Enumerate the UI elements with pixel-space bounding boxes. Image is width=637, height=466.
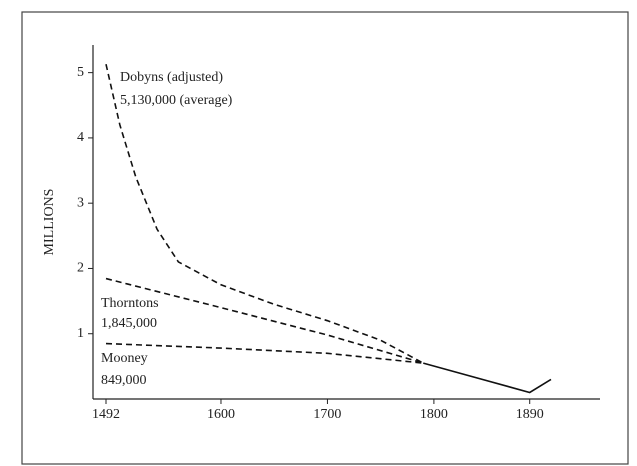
line: [423, 362, 552, 394]
annotation: Thorntons: [101, 296, 159, 311]
x-tick-label: 1700: [313, 407, 341, 422]
y-axis-label: MILLIONS: [42, 189, 57, 256]
y-tick-label: 1: [77, 326, 84, 341]
y-tick-label: 5: [77, 65, 84, 80]
line: [105, 63, 424, 364]
annotation: 5,130,000 (average): [120, 93, 233, 108]
y-tick-label: 2: [77, 261, 84, 276]
y-tick-label: 3: [77, 195, 84, 210]
x-tick-label: 1600: [207, 407, 235, 422]
x-tick-label: 1800: [420, 407, 448, 422]
x-tick-label: 1492: [92, 407, 120, 422]
annotation: 849,000: [101, 373, 147, 388]
y-tick-label: 4: [77, 130, 84, 145]
line: [105, 277, 424, 364]
annotation: 1,845,000: [101, 316, 157, 331]
annotation: Mooney: [101, 351, 148, 366]
frame: [21, 11, 629, 465]
line: [105, 342, 424, 364]
x-tick-label: 1890: [516, 407, 544, 422]
annotation: Dobyns (adjusted): [120, 70, 223, 85]
